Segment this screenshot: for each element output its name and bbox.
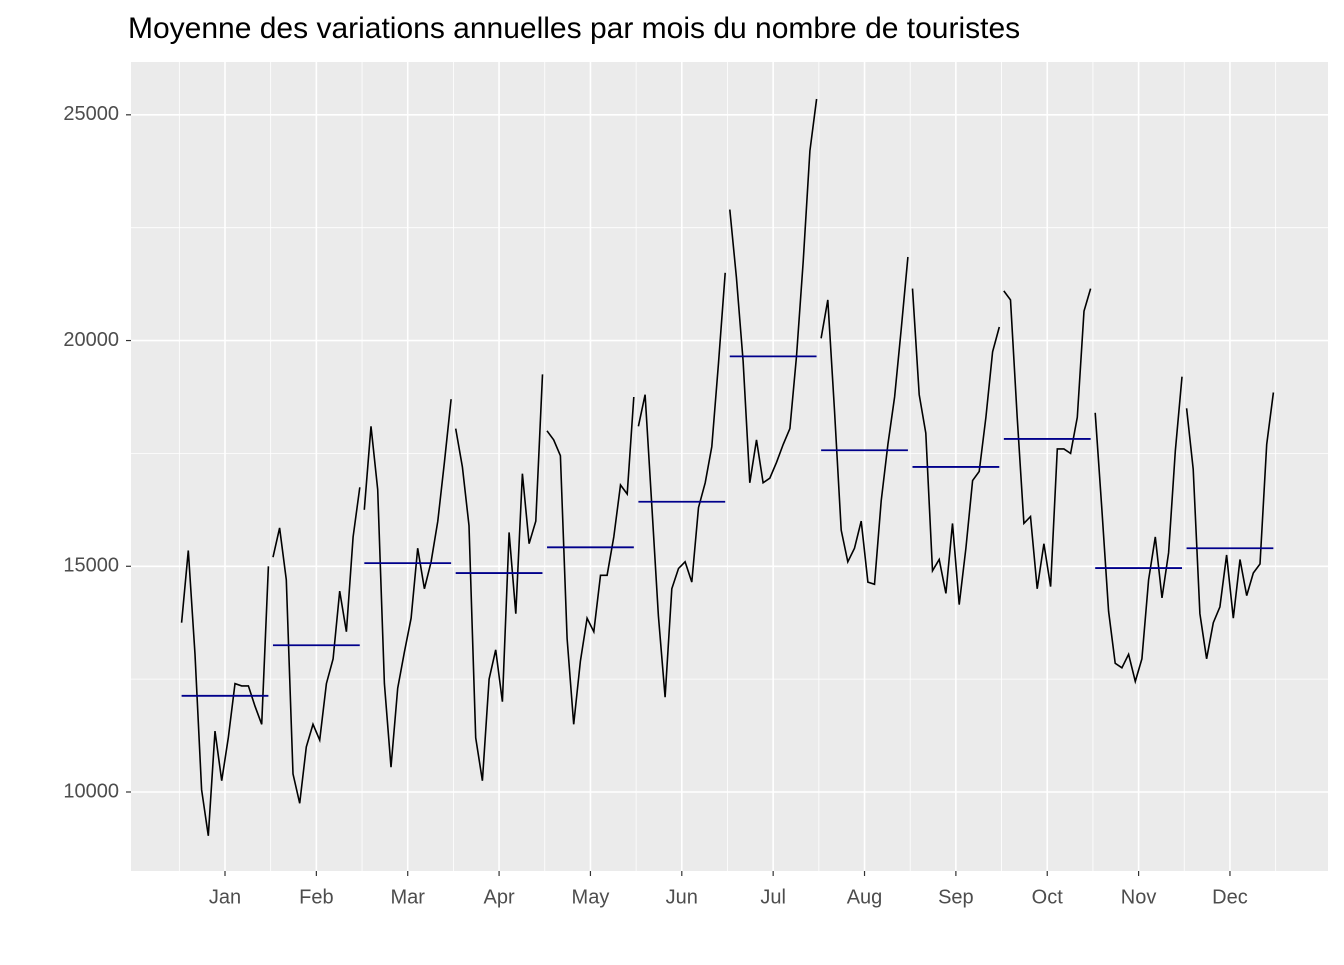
subseries-line <box>911 288 1001 605</box>
x-tick-label: Sep <box>938 886 974 908</box>
x-tick-label: Mar <box>390 886 425 908</box>
subseries-line <box>363 399 452 768</box>
subseries-line <box>180 550 270 836</box>
x-tick-label: Oct <box>1032 886 1064 908</box>
subseries-line <box>820 256 909 586</box>
chart-title: Moyenne des variations annuelles par moi… <box>128 12 1020 45</box>
subseries-line <box>546 396 635 725</box>
y-tick-label: 15000 <box>63 555 119 577</box>
y-tick-label: 10000 <box>63 780 119 802</box>
x-tick-label: Dec <box>1212 886 1248 908</box>
subseries-line <box>1094 376 1183 685</box>
subseries-line <box>272 487 361 804</box>
x-tick-label: Feb <box>299 886 333 908</box>
x-tick-label: Nov <box>1121 886 1157 908</box>
subseries-line <box>1003 288 1092 589</box>
subseries-line <box>1185 392 1275 659</box>
x-tick-label: Jun <box>666 886 698 908</box>
subseries-line <box>729 98 818 485</box>
panel <box>131 62 1328 871</box>
x-tick-label: Aug <box>847 886 883 908</box>
subseries-line <box>454 374 544 781</box>
y-tick-label: 20000 <box>63 329 119 351</box>
x-tick-label: May <box>572 886 610 908</box>
x-tick-label: Jan <box>209 886 241 908</box>
x-tick-label: Jul <box>760 886 786 908</box>
x-tick-label: Apr <box>484 886 515 908</box>
subseries-line <box>637 272 726 698</box>
y-tick-label: 25000 <box>63 103 119 125</box>
